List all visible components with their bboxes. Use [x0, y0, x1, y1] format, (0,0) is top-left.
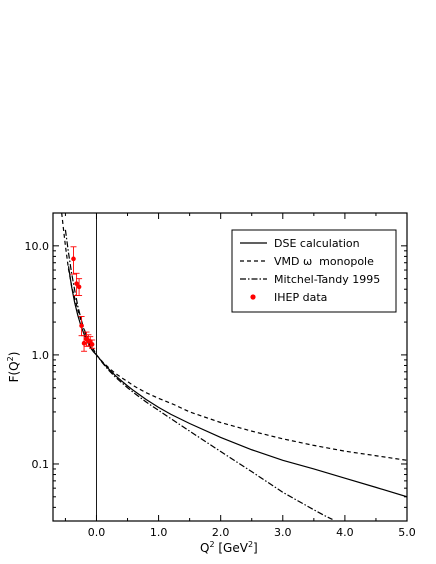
legend-label-vmd: VMD ω monopole [274, 255, 374, 268]
data-marker [74, 281, 79, 286]
vmd-monopole-line [61, 213, 407, 461]
x-tick-label: 4.0 [336, 526, 354, 539]
data-marker [89, 342, 95, 347]
legend-label-dse: DSE calculation [274, 237, 360, 250]
legend: DSE calculation VMD ω monopole Mitchel-T… [231, 229, 397, 313]
y-axis-label-suffix: ) [7, 352, 21, 357]
y-tick-label: 1.0 [32, 349, 50, 362]
ihep-data-point [76, 278, 83, 297]
x-axis-unit-suffix: ] [253, 541, 258, 555]
legend-box [231, 229, 397, 313]
x-axis-label: Q [200, 541, 209, 555]
x-axis-title: Q2 [GeV2] [200, 540, 258, 555]
y-tick-label: 10.0 [25, 240, 50, 253]
x-tick-label: 1.0 [150, 526, 168, 539]
mitchel-tandy-line [64, 229, 333, 520]
ihep-data-point [81, 335, 88, 352]
legend-swatch-ihep [250, 294, 256, 300]
x-axis-unit-sup: 2 [248, 540, 253, 549]
plot-frame [52, 212, 408, 522]
data-marker [81, 340, 87, 346]
legend-label-ihep: IHEP data [274, 291, 327, 304]
y-axis-title: F(Q2) [6, 352, 21, 383]
data-marker [79, 323, 84, 329]
data-marker [71, 256, 76, 262]
x-axis-unit-prefix: [GeV [215, 541, 249, 555]
y-axis-label-sup: 2 [6, 356, 15, 361]
x-axis-label-sup: 2 [209, 540, 214, 549]
data-layer [70, 246, 96, 352]
y-axis-label-prefix: F(Q [7, 361, 21, 382]
legend-label-mt: Mitchel-Tandy 1995 [274, 273, 380, 286]
ihep-data-point [70, 246, 77, 275]
y-tick-label: 0.1 [32, 458, 50, 471]
x-tick-label: 3.0 [274, 526, 292, 539]
ihep-data-point [89, 339, 96, 349]
x-tick-label: 0.0 [88, 526, 106, 539]
x-tick-label: 5.0 [398, 526, 416, 539]
x-tick-label: 2.0 [212, 526, 230, 539]
data-marker [76, 284, 82, 290]
axis-layer: 0.0 1.0 2.0 3.0 4.0 5.0 0.1 1.0 10.0 [25, 212, 416, 539]
